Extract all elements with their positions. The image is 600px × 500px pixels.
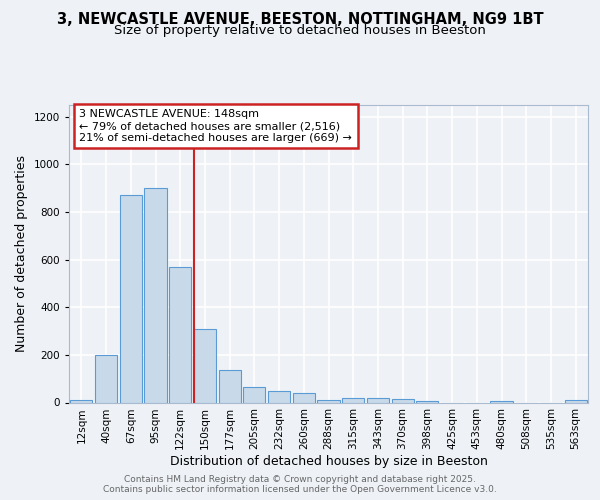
- X-axis label: Distribution of detached houses by size in Beeston: Distribution of detached houses by size …: [170, 455, 487, 468]
- Text: 3 NEWCASTLE AVENUE: 148sqm
← 79% of detached houses are smaller (2,516)
21% of s: 3 NEWCASTLE AVENUE: 148sqm ← 79% of deta…: [79, 110, 352, 142]
- Text: Size of property relative to detached houses in Beeston: Size of property relative to detached ho…: [114, 24, 486, 37]
- Bar: [119, 196, 142, 402]
- Bar: [317, 400, 340, 402]
- Bar: [565, 400, 587, 402]
- Text: 3, NEWCASTLE AVENUE, BEESTON, NOTTINGHAM, NG9 1BT: 3, NEWCASTLE AVENUE, BEESTON, NOTTINGHAM…: [56, 12, 544, 28]
- Bar: [243, 387, 265, 402]
- Y-axis label: Number of detached properties: Number of detached properties: [15, 155, 28, 352]
- Bar: [367, 398, 389, 402]
- Bar: [169, 267, 191, 402]
- Bar: [194, 328, 216, 402]
- Bar: [392, 399, 414, 402]
- Bar: [218, 370, 241, 402]
- Bar: [145, 188, 167, 402]
- Bar: [293, 392, 315, 402]
- Bar: [95, 355, 117, 403]
- Bar: [342, 398, 364, 402]
- Text: Contains HM Land Registry data © Crown copyright and database right 2025.
Contai: Contains HM Land Registry data © Crown c…: [103, 474, 497, 494]
- Bar: [70, 400, 92, 402]
- Bar: [268, 390, 290, 402]
